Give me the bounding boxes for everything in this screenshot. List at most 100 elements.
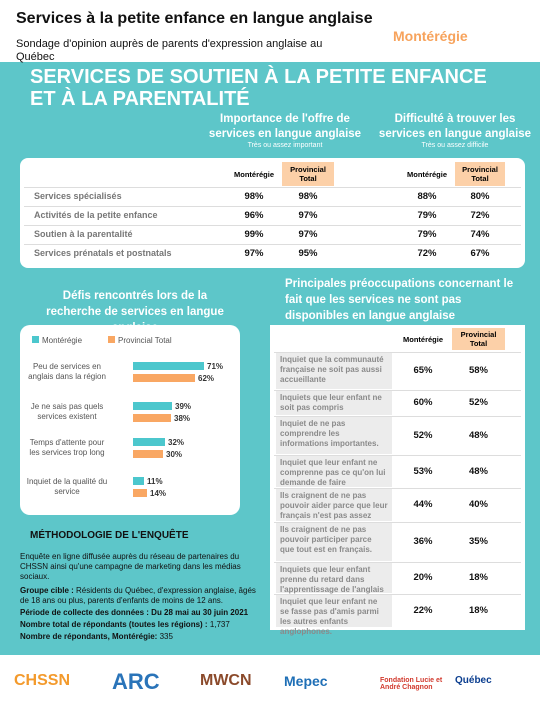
chart-box: [20, 325, 240, 515]
bar: [133, 438, 165, 446]
cell-value: 72%: [470, 210, 490, 221]
methodology-item: Groupe cible : Résidents du Québec, d'ex…: [20, 586, 265, 606]
bar: [133, 402, 172, 410]
category-label: Je ne sais pas quels services existent: [30, 402, 104, 421]
cell-value: 58%: [468, 365, 488, 376]
column-header: Montérégie: [402, 162, 452, 186]
row-label: Ils craignent de ne pas pouvoir particip…: [276, 523, 392, 561]
bar: [133, 362, 204, 370]
logo: CHSSN: [14, 672, 71, 689]
cell-value: 18%: [468, 572, 488, 583]
legend-swatch: [32, 336, 39, 343]
category-label: Inquiet de la qualité du service: [26, 477, 108, 496]
methodology-item: Nombre total de répondants (toutes les r…: [20, 620, 265, 630]
column-header: Provincial Total: [282, 162, 334, 186]
row-label: Inquiets que leur enfant prenne du retar…: [276, 563, 392, 594]
cell-value: 97%: [244, 248, 264, 259]
row-label: Inquiet que leur enfant ne se fasse pas …: [276, 595, 392, 636]
value-label: 11%: [147, 477, 163, 486]
row-line: [24, 244, 521, 263]
cell-value: 20%: [413, 572, 433, 583]
item-label: Nombre de répondants, Montérégie:: [20, 632, 158, 641]
row-label: Services prénatals et postnatals: [34, 248, 172, 258]
chart: Montérégie Provincial Total 71% 62% 39% 38% 32…: [32, 336, 223, 498]
cell-value: 60%: [413, 397, 433, 408]
value-label: 39%: [175, 402, 191, 411]
concerns-title: Principales préoccupations concernant le…: [285, 278, 514, 322]
value-label: 30%: [166, 450, 182, 459]
logo: ARC: [112, 669, 160, 694]
cell-value: 97%: [298, 210, 318, 221]
column-header: Provincial Total: [452, 328, 505, 350]
logo: Québec: [455, 675, 492, 686]
methodology-item: Période de collecte des données : Du 28 …: [20, 608, 265, 618]
cell-value: 44%: [413, 499, 433, 510]
cell-value: 98%: [298, 191, 318, 202]
cell-value: 95%: [298, 248, 318, 259]
bar: [133, 477, 144, 485]
cell-value: 67%: [470, 248, 490, 259]
row-line: [274, 594, 521, 628]
item-label: Nombre total de répondants (toutes les r…: [20, 620, 208, 629]
group-title: Importance de l'offre de services en lan…: [208, 113, 362, 140]
legend-swatch: [108, 336, 115, 343]
item-text: 1,737: [209, 620, 230, 629]
row-line: [24, 225, 521, 244]
column-header: Montérégie: [228, 162, 280, 186]
item-text: 335: [159, 632, 173, 641]
row-line: [274, 522, 521, 562]
row-line: [274, 455, 521, 488]
cell-value: 65%: [413, 365, 433, 376]
value-label: 14%: [150, 489, 166, 498]
value-label: 71%: [207, 362, 223, 371]
region: Montérégie: [393, 28, 468, 44]
row-label: Inquiet que la communauté française ne s…: [276, 353, 392, 389]
cell-value: 99%: [244, 229, 264, 240]
value-label: 32%: [168, 438, 184, 447]
row-line: [274, 352, 521, 390]
bar: [133, 414, 171, 422]
item-label: Groupe cible :: [20, 586, 74, 595]
cell-value: 53%: [413, 465, 433, 477]
cell-value: 97%: [298, 229, 318, 240]
subtitle: Sondage d'opinion auprès de parents d'ex…: [16, 38, 323, 63]
row-line: [274, 562, 521, 594]
cell-value: 96%: [244, 210, 264, 221]
logo: Mepec: [284, 673, 328, 689]
group-title: Difficulté à trouver les services en lan…: [378, 113, 532, 140]
cell-value: 88%: [417, 191, 437, 202]
cell-value: 35%: [468, 536, 488, 547]
cell-value: 80%: [470, 191, 490, 202]
methodology-item: Nombre de répondants, Montérégie: 335: [20, 632, 265, 642]
logo: Fondation Lucie et André Chagnon: [380, 676, 443, 691]
logo: MWCN: [200, 672, 252, 689]
cell-value: 98%: [244, 191, 264, 202]
row-line: [24, 206, 521, 225]
value-label: 38%: [174, 414, 190, 423]
legend-label: Montérégie: [42, 336, 83, 345]
row-line: [274, 390, 521, 416]
row-label: Services spécialisés: [34, 191, 122, 201]
cell-value: 22%: [413, 605, 433, 616]
item-label: Période de collecte des données :: [20, 608, 149, 617]
row-label: Inquiet que leur enfant ne comprenne pas…: [276, 456, 392, 487]
item-text: Du 28 mai au 30 juin 2021: [151, 608, 249, 617]
row-line: [24, 187, 521, 206]
column-header: Provincial Total: [455, 162, 505, 186]
bar: [133, 489, 147, 497]
column-header: Montérégie: [398, 328, 448, 350]
row-label: Inquiet de ne pas comprendre les informa…: [276, 417, 392, 454]
cell-value: 52%: [413, 429, 433, 441]
cell-value: 72%: [417, 248, 437, 259]
cell-value: 79%: [417, 229, 437, 240]
methodology-title: MÉTHODOLOGIE DE L'ENQUÊTE: [30, 530, 189, 541]
cell-value: 40%: [468, 499, 488, 510]
methodology-intro: Enquête en ligne diffusée auprès du rése…: [20, 552, 241, 581]
row-line: [274, 416, 521, 455]
item-text: Résidents du Québec, d'expression anglai…: [20, 586, 256, 605]
cell-value: 48%: [468, 429, 488, 441]
section-title: SERVICES DE SOUTIEN À LA PETITE ENFANCE …: [30, 66, 487, 110]
row-line: [274, 488, 521, 522]
row-label: Soutien à la parentalité: [34, 229, 133, 239]
